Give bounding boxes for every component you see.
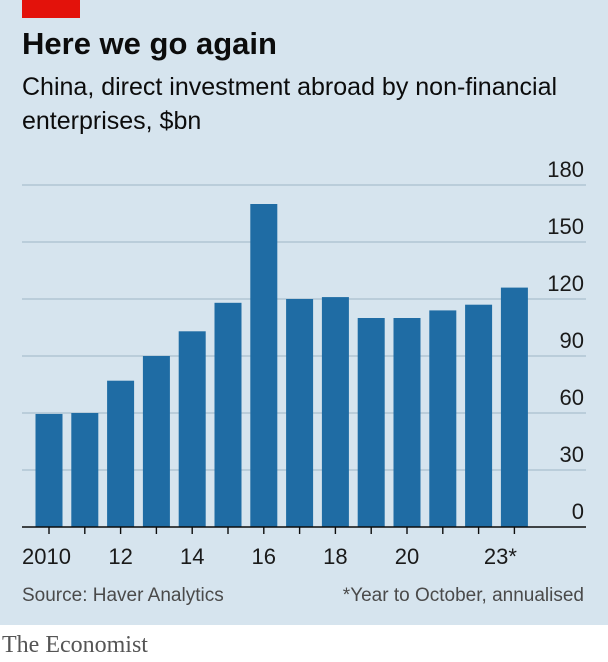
footnote: *Year to October, annualised (342, 585, 584, 606)
x-tick-label: 2010 (22, 544, 71, 569)
brand-red-tag (22, 0, 80, 18)
y-tick-label: 30 (560, 442, 584, 467)
bars (35, 204, 528, 527)
bar-2012 (107, 380, 135, 527)
bar-2013 (142, 356, 170, 527)
bar-2014 (178, 331, 206, 527)
x-tick-label: 23* (484, 544, 517, 569)
y-tick-label: 60 (560, 385, 584, 410)
chart-subtitle: China, direct investment abroad by non-f… (22, 73, 558, 135)
bar-2020 (393, 318, 421, 527)
y-tick-label: 120 (547, 271, 584, 296)
x-tick-label: 16 (252, 544, 276, 569)
bar-2011 (71, 413, 99, 527)
tick-labels: 0 30 60 90 120 150 180 2010 12 14 16 18 20 23* (22, 157, 584, 569)
bar-2023* (500, 287, 528, 527)
x-tick-label: 12 (108, 544, 132, 569)
y-tick-label: 90 (560, 328, 584, 353)
y-tick-label: 180 (547, 157, 584, 182)
y-tick-label: 150 (547, 214, 584, 239)
x-tick-label: 14 (180, 544, 204, 569)
source-note: Source: Haver Analytics (22, 585, 224, 606)
chart-title: Here we go again (22, 26, 277, 61)
bar-2010 (35, 413, 63, 527)
bar-2017 (286, 299, 314, 527)
bar-2019 (357, 318, 385, 527)
bar-chart: 0 30 60 90 120 150 180 2010 12 14 16 18 20 23* (22, 157, 586, 569)
y-tick-label: 0 (572, 499, 584, 524)
bar-2016 (250, 204, 278, 527)
x-tick-label: 18 (323, 544, 347, 569)
bar-2015 (214, 302, 242, 527)
bar-2022 (465, 304, 493, 527)
bar-2021 (429, 310, 457, 527)
bar-2018 (321, 297, 349, 527)
economist-logo-text: The Economist (2, 632, 148, 658)
axes (22, 526, 586, 534)
x-tick-label: 20 (395, 544, 419, 569)
